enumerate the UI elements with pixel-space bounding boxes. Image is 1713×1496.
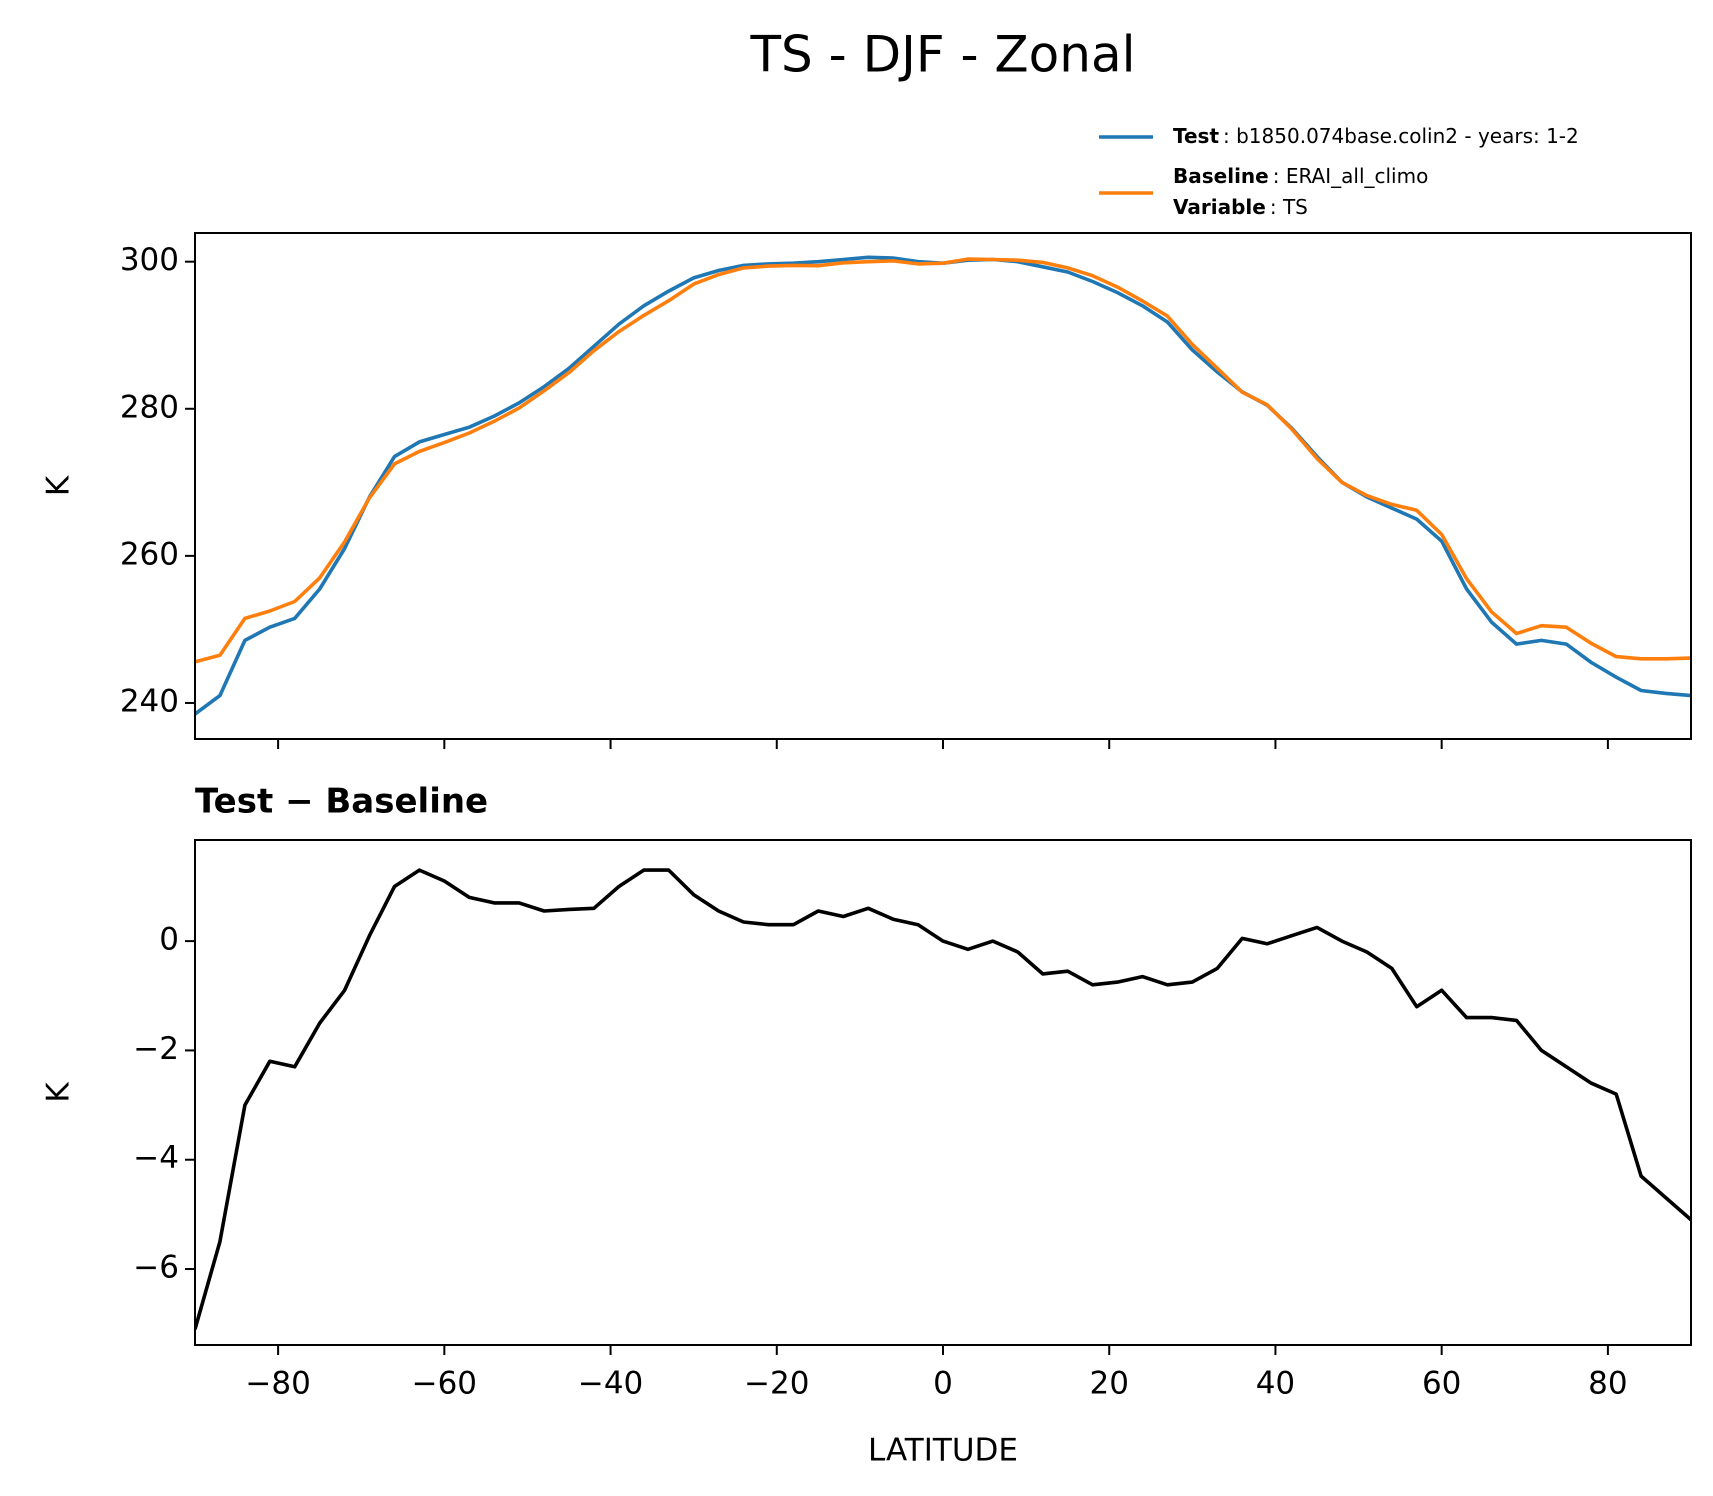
axes-frame (194, 232, 1692, 740)
legend-entry: Baseline: ERAI_all_climo (1173, 164, 1428, 188)
x-tick-label: 0 (933, 1366, 953, 1402)
y-tick-label: 0 (159, 922, 179, 958)
x-tick-label: −20 (744, 1366, 809, 1402)
x-tick-label: −60 (412, 1366, 477, 1402)
legend-entry: Test: b1850.074base.colin2 - years: 1-2 (1173, 124, 1579, 148)
x-tick-label: 40 (1256, 1366, 1295, 1402)
y-tick-label: 280 (120, 389, 179, 425)
y-tick-label: 240 (120, 683, 179, 719)
legend-label: Test (1173, 124, 1219, 148)
legend-text: : b1850.074base.colin2 - years: 1-2 (1223, 124, 1579, 148)
legend-text: : ERAI_all_climo (1273, 164, 1429, 188)
x-tick-label: 60 (1422, 1366, 1461, 1402)
legend-text: : TS (1270, 195, 1308, 219)
legend-label: Baseline (1173, 164, 1269, 188)
x-axis-label: LATITUDE (868, 1433, 1018, 1469)
y-tick-label: −2 (133, 1031, 179, 1067)
y-tick-label: −6 (133, 1250, 179, 1286)
y-axis-label: K (41, 475, 77, 496)
x-tick-label: −80 (245, 1366, 310, 1402)
data-line (195, 257, 1691, 664)
x-tick-label: −40 (578, 1366, 643, 1402)
x-tick-label: 80 (1588, 1366, 1627, 1402)
x-tick-label: 20 (1089, 1366, 1128, 1402)
y-tick-label: 260 (120, 536, 179, 572)
legend-label: Variable (1173, 195, 1266, 219)
y-axis-label: K (41, 1082, 77, 1103)
legend-note: Variable: TS (1173, 195, 1308, 219)
data-line (195, 868, 1691, 1330)
y-tick-label: −4 (133, 1140, 179, 1176)
figure-title: TS - DJF - Zonal (749, 26, 1135, 84)
subplot-title: Test − Baseline (195, 782, 488, 822)
axes-frame (194, 839, 1692, 1346)
y-tick-label: 300 (120, 242, 179, 278)
